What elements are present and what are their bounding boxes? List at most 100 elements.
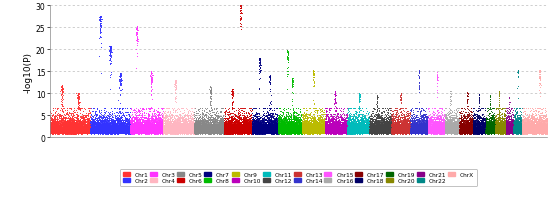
Point	[519, 130, 528, 134]
Point	[284, 123, 293, 126]
Point	[100, 131, 109, 134]
Point	[272, 122, 280, 125]
Point	[404, 118, 413, 121]
Point	[152, 127, 161, 130]
Point	[49, 128, 58, 131]
Point	[356, 126, 365, 129]
Point	[402, 130, 410, 134]
Point	[529, 128, 538, 131]
Point	[225, 114, 234, 118]
Point	[235, 129, 244, 133]
Point	[342, 129, 350, 132]
Point	[259, 130, 268, 133]
Point	[514, 127, 522, 131]
Point	[204, 132, 212, 135]
Point	[142, 128, 151, 132]
Point	[79, 129, 87, 133]
Point	[472, 127, 481, 131]
Point	[518, 119, 526, 122]
Point	[238, 132, 246, 135]
Point	[312, 130, 321, 134]
Point	[300, 130, 309, 133]
Point	[114, 127, 123, 130]
Point	[63, 131, 72, 134]
Point	[262, 132, 271, 135]
Point	[163, 127, 172, 131]
Point	[430, 129, 438, 132]
Point	[322, 129, 331, 133]
Point	[515, 130, 524, 133]
Point	[214, 126, 223, 130]
Point	[361, 132, 370, 135]
Point	[120, 131, 129, 135]
Point	[407, 132, 416, 135]
Point	[85, 128, 94, 131]
Point	[195, 119, 204, 122]
Point	[228, 130, 237, 133]
Point	[104, 54, 113, 57]
Point	[261, 131, 270, 135]
Point	[478, 129, 487, 132]
Point	[378, 130, 387, 134]
Point	[48, 124, 57, 128]
Point	[507, 130, 516, 134]
Point	[387, 123, 396, 127]
Point	[114, 127, 123, 130]
Point	[341, 131, 350, 135]
Point	[96, 129, 104, 132]
Point	[296, 132, 305, 135]
Point	[266, 129, 274, 132]
Point	[120, 127, 129, 130]
Point	[267, 131, 276, 134]
Point	[343, 132, 351, 135]
Point	[410, 125, 419, 129]
Point	[65, 131, 74, 134]
Point	[176, 130, 185, 134]
Point	[48, 132, 57, 135]
Point	[104, 128, 113, 132]
Point	[91, 123, 100, 126]
Point	[543, 129, 550, 132]
Point	[170, 128, 179, 131]
Point	[62, 130, 71, 133]
Point	[470, 129, 479, 133]
Point	[74, 131, 83, 134]
Point	[108, 131, 117, 134]
Point	[334, 127, 343, 130]
Point	[184, 126, 192, 129]
Point	[397, 130, 406, 133]
Point	[138, 131, 147, 135]
Point	[406, 129, 415, 132]
Point	[241, 129, 250, 133]
Point	[78, 131, 86, 135]
Point	[53, 126, 62, 129]
Point	[248, 132, 256, 135]
Point	[379, 118, 388, 121]
Point	[70, 125, 79, 128]
Point	[181, 124, 190, 127]
Point	[117, 131, 126, 134]
Point	[454, 130, 463, 133]
Point	[348, 132, 356, 135]
Point	[381, 131, 389, 134]
Point	[89, 130, 98, 133]
Point	[494, 132, 503, 135]
Point	[520, 132, 529, 135]
Point	[144, 130, 152, 133]
Point	[497, 125, 505, 128]
Point	[150, 122, 159, 126]
Point	[167, 131, 176, 134]
Point	[218, 128, 227, 132]
Point	[322, 125, 331, 128]
Point	[144, 131, 153, 134]
Point	[358, 128, 366, 132]
Point	[422, 128, 431, 132]
Point	[200, 126, 209, 129]
Point	[309, 127, 317, 131]
Point	[388, 124, 397, 127]
Point	[354, 129, 362, 133]
Point	[163, 131, 172, 134]
Point	[443, 131, 452, 134]
Point	[496, 127, 504, 130]
Point	[201, 130, 210, 134]
